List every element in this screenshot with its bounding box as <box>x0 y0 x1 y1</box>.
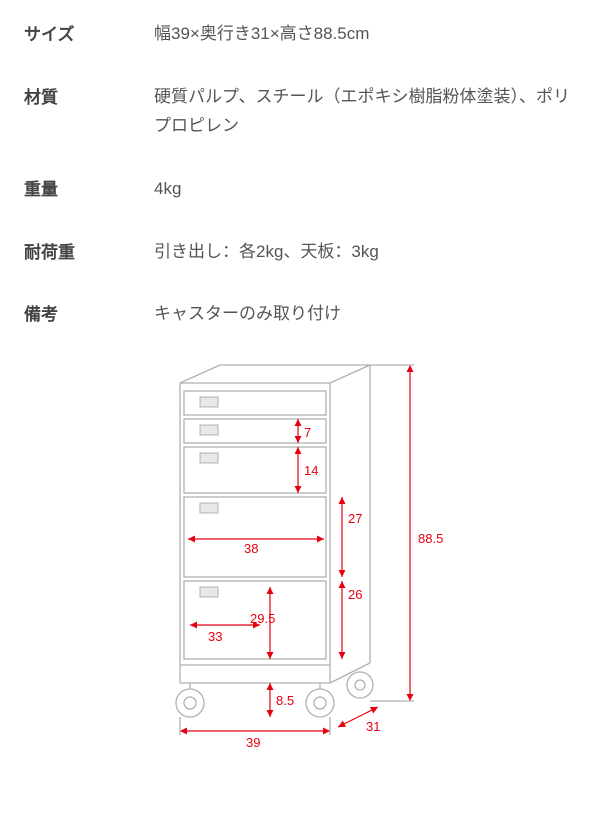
dim-inner-w2: 33 <box>208 629 222 644</box>
dim-d1: 7 <box>304 425 311 440</box>
dimension-diagram: 7 14 27 26 38 33 29.5 88.5 8.5 39 <box>24 363 576 753</box>
spec-label-size: サイズ <box>24 20 154 45</box>
dim-d4: 26 <box>348 587 362 602</box>
spec-value-load: 引き出し：各2kg、天板：3kg <box>154 238 576 267</box>
dim-d3: 27 <box>348 511 362 526</box>
dim-height: 88.5 <box>418 531 443 546</box>
dim-d5: 29.5 <box>250 611 275 626</box>
spec-row: 耐荷重 引き出し：各2kg、天板：3kg <box>24 238 576 267</box>
spec-row: 備考 キャスターのみ取り付け <box>24 300 576 329</box>
spec-label-material: 材質 <box>24 83 154 108</box>
spec-row: サイズ 幅39×奥行き31×高さ88.5cm <box>24 20 576 49</box>
dim-inner-w1: 38 <box>244 541 258 556</box>
spec-table: サイズ 幅39×奥行き31×高さ88.5cm 材質 硬質パルプ、スチール（エポキ… <box>24 20 576 329</box>
dim-width: 39 <box>246 735 260 750</box>
spec-row: 材質 硬質パルプ、スチール（エポキシ樹脂粉体塗装）、ポリプロピレン <box>24 83 576 141</box>
dim-depth: 31 <box>366 719 380 734</box>
spec-label-load: 耐荷重 <box>24 238 154 263</box>
spec-label-remarks: 備考 <box>24 300 154 325</box>
cabinet-drawing <box>176 365 373 717</box>
spec-value-size: 幅39×奥行き31×高さ88.5cm <box>154 20 576 49</box>
spec-label-weight: 重量 <box>24 175 154 200</box>
dim-d2: 14 <box>304 463 318 478</box>
spec-value-weight: 4kg <box>154 175 576 204</box>
spec-value-material: 硬質パルプ、スチール（エポキシ樹脂粉体塗装）、ポリプロピレン <box>154 83 576 141</box>
spec-value-remarks: キャスターのみ取り付け <box>154 300 576 329</box>
spec-row: 重量 4kg <box>24 175 576 204</box>
dim-caster: 8.5 <box>276 693 294 708</box>
